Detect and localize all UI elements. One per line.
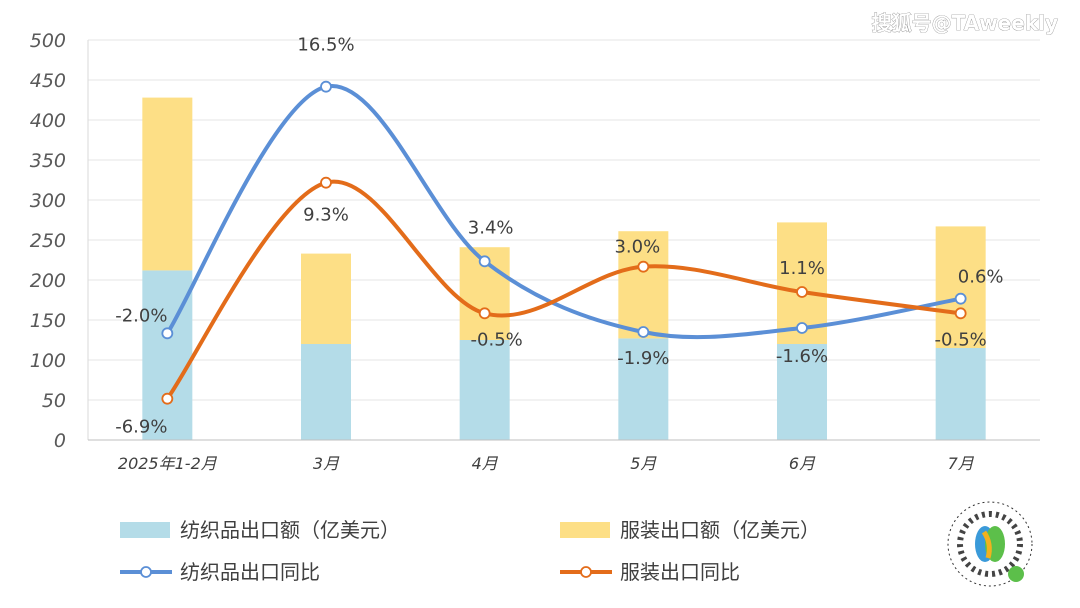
x-tick-3: 5月 (630, 454, 657, 473)
y-tick-250: 250 (30, 230, 66, 252)
bar-apparel-0 (142, 97, 193, 271)
data-label-apparel-2: -0.5% (471, 329, 523, 350)
y-tick-200: 200 (30, 270, 66, 292)
marker-textile-4 (796, 322, 808, 334)
data-label-apparel-0: -6.9% (115, 417, 167, 438)
legend-label-2: 纺织品出口同比 (180, 560, 320, 584)
x-tick-2: 4月 (472, 454, 499, 473)
y-tick-50: 50 (42, 390, 66, 412)
y-tick-100: 100 (30, 350, 66, 372)
legend-marker-3 (580, 566, 592, 578)
data-label-textile-0: -2.0% (115, 305, 167, 326)
data-label-textile-5: 0.6% (958, 267, 1004, 288)
marker-textile-3 (637, 326, 650, 338)
bar-textile-5 (935, 348, 986, 440)
legend-label-3: 服装出口同比 (620, 560, 740, 584)
marker-textile-0 (161, 327, 174, 340)
bar-textile-1 (301, 344, 351, 440)
data-label-textile-3: -1.9% (617, 348, 669, 369)
line-apparel-yoy (165, 179, 961, 400)
marker-textile-5 (954, 292, 967, 305)
bar-textile-3 (618, 338, 669, 440)
axes: 0 50 100 150 200 250 300 350 400 450 500 2025年1-2月 3… (30, 30, 1040, 473)
y-tick-0: 0 (54, 430, 66, 452)
qr-code-logo (947, 501, 1033, 587)
marker-textile-1 (320, 80, 332, 93)
marker-apparel-4 (796, 286, 808, 298)
x-tick-4: 6月 (789, 454, 816, 473)
bars (142, 97, 986, 440)
data-label-apparel-3: 3.0% (614, 237, 660, 258)
data-labels: -2.0% 16.5% 3.4% -1.9% -1.6% 0.6% -6.9% 9.3% -0.… (115, 35, 1003, 438)
trend-lines (161, 80, 967, 405)
watermark: 搜狐号@TAweekly (872, 11, 1058, 35)
marker-textile-2 (478, 255, 491, 268)
x-tick-1: 3月 (313, 454, 340, 473)
legend-swatch-0 (120, 522, 170, 538)
bar-apparel-5 (935, 226, 986, 348)
marker-apparel-0 (161, 392, 174, 405)
legend-label-1: 服装出口额（亿美元） (620, 518, 820, 542)
x-tick-0: 2025年1-2月 (118, 454, 218, 473)
data-label-textile-4: -1.6% (776, 346, 828, 367)
y-tick-500: 500 (30, 30, 66, 52)
bar-textile-0 (142, 270, 193, 440)
data-label-textile-1: 16.5% (297, 35, 354, 56)
x-tick-5: 7月 (948, 454, 975, 473)
legend-marker-2 (140, 566, 152, 578)
legend-swatch-1 (560, 522, 610, 538)
gridlines (88, 39, 1040, 441)
y-tick-450: 450 (30, 70, 66, 92)
marker-apparel-5 (954, 307, 967, 320)
bar-apparel-1 (301, 253, 351, 344)
y-tick-350: 350 (30, 150, 66, 172)
data-label-apparel-5: -0.5% (935, 329, 987, 350)
y-tick-300: 300 (30, 190, 66, 212)
data-label-textile-2: 3.4% (468, 217, 514, 238)
data-label-apparel-4: 1.1% (779, 258, 825, 279)
y-tick-400: 400 (30, 110, 66, 132)
legend: 纺织品出口额（亿美元） 服装出口额（亿美元） 纺织品出口同比 服装出口同比 (120, 518, 820, 584)
bar-apparel-3 (618, 231, 669, 339)
marker-apparel-3 (637, 260, 650, 273)
y-tick-150: 150 (30, 310, 66, 332)
bar-textile-4 (777, 344, 827, 440)
bar-textile-2 (459, 340, 510, 440)
data-label-apparel-1: 9.3% (303, 205, 349, 226)
marker-apparel-1 (320, 176, 332, 189)
marker-apparel-2 (478, 307, 491, 320)
legend-label-0: 纺织品出口额（亿美元） (180, 518, 400, 542)
